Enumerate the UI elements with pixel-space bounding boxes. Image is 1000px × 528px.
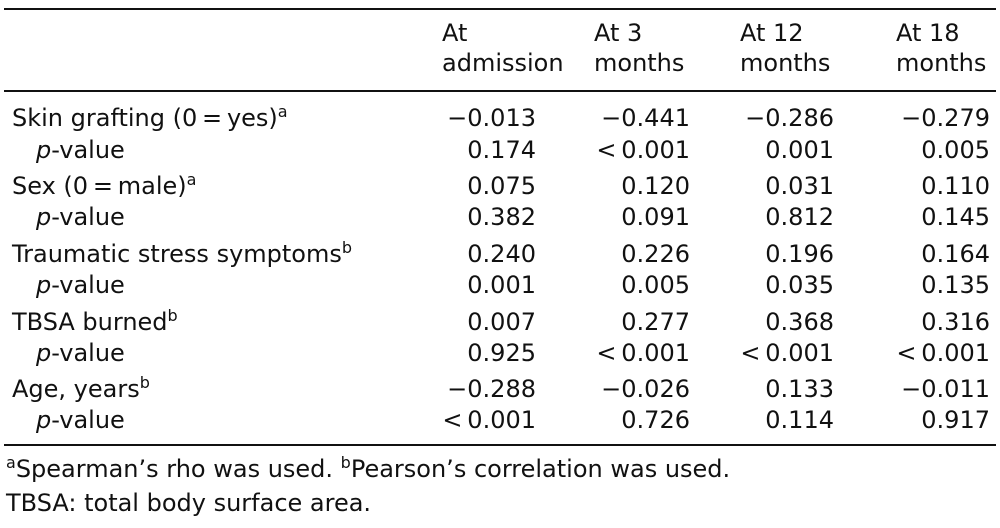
table-cell: 0.120 (621, 172, 690, 200)
table-row-tbsa-burned: TBSA burnedb 0.007 0.277 0.368 0.316 (0, 305, 1000, 339)
table-cell: < 0.001 (442, 406, 536, 434)
table-cell: 0.007 (467, 308, 536, 336)
table-cell: < 0.001 (896, 339, 990, 367)
table-cell: −0.011 (901, 375, 990, 403)
table-cell: 0.925 (467, 339, 536, 367)
table-cell: 0.135 (921, 271, 990, 299)
row-label: p-value (36, 271, 125, 299)
header-rule (4, 90, 996, 92)
table-cell: 0.917 (921, 406, 990, 434)
table-row-p-value: p-value < 0.001 0.726 0.114 0.917 (0, 403, 1000, 437)
header-at-admission: At admission (442, 19, 564, 77)
row-label: p-value (36, 339, 125, 367)
table-cell: −0.026 (601, 375, 690, 403)
row-label: p-value (36, 203, 125, 231)
table-cell: 0.035 (765, 271, 834, 299)
table-cell: 0.001 (467, 271, 536, 299)
header-at-18-months: At 18 months (896, 19, 987, 77)
header-at-3-months: At 3 months (594, 19, 685, 77)
row-label: p-value (36, 136, 125, 164)
table-cell: 0.174 (467, 136, 536, 164)
row-label: Traumatic stress symptomsb (12, 238, 353, 269)
table-cell: 0.240 (467, 240, 536, 268)
row-label: Age, yearsb (12, 373, 150, 404)
table-row-traumatic-stress: Traumatic stress symptomsb 0.240 0.226 0… (0, 237, 1000, 271)
table-cell: −0.286 (745, 104, 834, 132)
table-cell: 0.382 (467, 203, 536, 231)
table-cell: 0.091 (621, 203, 690, 231)
table-cell: 0.110 (921, 172, 990, 200)
row-label: Skin grafting (0 = yes)a (12, 102, 288, 133)
table-cell: < 0.001 (596, 339, 690, 367)
table-cell: −0.279 (901, 104, 990, 132)
table-cell: 0.164 (921, 240, 990, 268)
table-row-p-value: p-value 0.174 < 0.001 0.001 0.005 (0, 133, 1000, 167)
row-label: Sex (0 = male)a (12, 170, 197, 201)
table-cell: 0.031 (765, 172, 834, 200)
footnote-abbreviation: TBSA: total body surface area. (6, 489, 372, 517)
table-bottom-rule (4, 444, 996, 446)
table-cell: 0.316 (921, 308, 990, 336)
footnote-correlation-methods: aSpearman’s rho was used. bPearson’s cor… (6, 453, 731, 484)
table-row-age: Age, yearsb −0.288 −0.026 0.133 −0.011 (0, 372, 1000, 406)
table-cell: 0.145 (921, 203, 990, 231)
table-row-p-value: p-value 0.001 0.005 0.035 0.135 (0, 268, 1000, 302)
table-cell: 0.114 (765, 406, 834, 434)
table-cell: 0.005 (921, 136, 990, 164)
table-cell: −0.013 (447, 104, 536, 132)
table-cell: −0.441 (601, 104, 690, 132)
table-row-p-value: p-value 0.382 0.091 0.812 0.145 (0, 200, 1000, 234)
row-label: p-value (36, 406, 125, 434)
table-cell: 0.196 (765, 240, 834, 268)
table-row-skin-grafting: Skin grafting (0 = yes)a −0.013 −0.441 −… (0, 101, 1000, 135)
table-cell: 0.226 (621, 240, 690, 268)
table-cell: 0.001 (765, 136, 834, 164)
table-row-sex: Sex (0 = male)a 0.075 0.120 0.031 0.110 (0, 169, 1000, 203)
table-cell: 0.005 (621, 271, 690, 299)
table-cell: 0.726 (621, 406, 690, 434)
table-cell: −0.288 (447, 375, 536, 403)
header-at-12-months: At 12 months (740, 19, 831, 77)
table-cell: < 0.001 (596, 136, 690, 164)
table-cell: < 0.001 (740, 339, 834, 367)
table-top-rule (4, 8, 996, 10)
table-cell: 0.368 (765, 308, 834, 336)
table-cell: 0.277 (621, 308, 690, 336)
table-row-p-value: p-value 0.925 < 0.001 < 0.001 < 0.001 (0, 336, 1000, 370)
row-label: TBSA burnedb (12, 306, 178, 337)
table-cell: 0.075 (467, 172, 536, 200)
table-cell: 0.812 (765, 203, 834, 231)
table-cell: 0.133 (765, 375, 834, 403)
